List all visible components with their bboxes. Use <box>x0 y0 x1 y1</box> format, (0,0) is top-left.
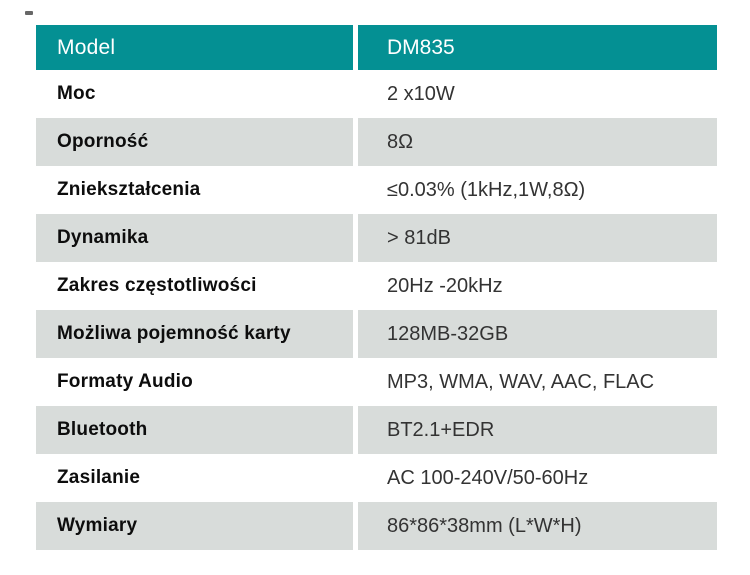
row-label: Moc <box>36 70 353 118</box>
table-row: Wymiary 86*86*38mm (L*W*H) <box>36 502 717 550</box>
header-model-label: Model <box>36 25 353 70</box>
row-label: Dynamika <box>36 214 353 262</box>
table-row: Moc 2 x10W <box>36 70 717 118</box>
row-label: Zniekształcenia <box>36 166 353 214</box>
row-value: MP3, WMA, WAV, AAC, FLAC <box>358 358 717 406</box>
table-row: Bluetooth BT2.1+EDR <box>36 406 717 454</box>
table-header-row: Model DM835 <box>36 25 717 70</box>
table-row: Zakres częstotliwości 20Hz -20kHz <box>36 262 717 310</box>
row-value: 86*86*38mm (L*W*H) <box>358 502 717 550</box>
row-value: 2 x10W <box>358 70 717 118</box>
row-value: 20Hz -20kHz <box>358 262 717 310</box>
row-value: > 81dB <box>358 214 717 262</box>
table-row: Dynamika > 81dB <box>36 214 717 262</box>
row-label: Bluetooth <box>36 406 353 454</box>
header-model-value: DM835 <box>358 25 717 70</box>
row-value: BT2.1+EDR <box>358 406 717 454</box>
row-value: 128MB-32GB <box>358 310 717 358</box>
row-label: Wymiary <box>36 502 353 550</box>
table-row: Zasilanie AC 100-240V/50-60Hz <box>36 454 717 502</box>
row-label: Zasilanie <box>36 454 353 502</box>
row-value: 8Ω <box>358 118 717 166</box>
row-value: AC 100-240V/50-60Hz <box>358 454 717 502</box>
table-row: Formaty Audio MP3, WMA, WAV, AAC, FLAC <box>36 358 717 406</box>
row-label: Formaty Audio <box>36 358 353 406</box>
table-row: Oporność 8Ω <box>36 118 717 166</box>
scan-artifact <box>25 11 33 15</box>
row-label: Zakres częstotliwości <box>36 262 353 310</box>
table-row: Zniekształcenia ≤0.03% (1kHz,1W,8Ω) <box>36 166 717 214</box>
spec-table: Model DM835 Moc 2 x10W Oporność 8Ω Zniek… <box>36 25 717 550</box>
row-label: Możliwa pojemność karty <box>36 310 353 358</box>
table-row: Możliwa pojemność karty 128MB-32GB <box>36 310 717 358</box>
row-label: Oporność <box>36 118 353 166</box>
row-value: ≤0.03% (1kHz,1W,8Ω) <box>358 166 717 214</box>
